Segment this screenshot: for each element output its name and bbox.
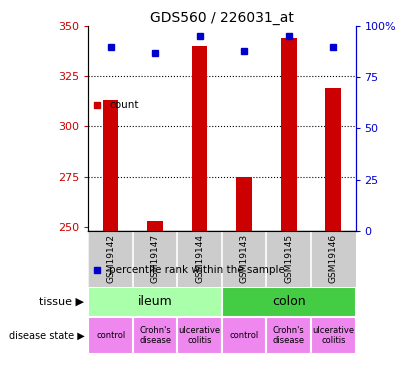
Bar (88, 287, 222, 317)
Text: tissue ▶: tissue ▶ (39, 297, 84, 307)
Title: GDS560 / 226031_at: GDS560 / 226031_at (150, 11, 294, 25)
Bar (326, 88, 341, 231)
Text: control: control (96, 331, 125, 340)
Text: ulcerative
colitis: ulcerative colitis (179, 326, 221, 345)
Bar (88, 317, 133, 354)
Bar (236, 177, 252, 231)
Text: disease state ▶: disease state ▶ (9, 331, 84, 340)
Bar (148, 220, 163, 231)
Text: ulcerative
colitis: ulcerative colitis (312, 326, 354, 345)
Text: control: control (230, 331, 259, 340)
Text: Crohn's
disease: Crohn's disease (272, 326, 305, 345)
Bar (266, 317, 311, 354)
Text: Crohn's
disease: Crohn's disease (139, 326, 171, 345)
Bar (222, 287, 356, 317)
Bar (103, 100, 118, 231)
Text: percentile rank within the sample: percentile rank within the sample (109, 265, 285, 275)
Bar (178, 317, 222, 354)
Text: GSM19147: GSM19147 (151, 234, 159, 284)
Text: ileum: ileum (138, 296, 173, 308)
Text: GSM19145: GSM19145 (284, 234, 293, 284)
Text: GSM19143: GSM19143 (240, 234, 249, 284)
Text: GSM19146: GSM19146 (329, 234, 338, 284)
Bar (311, 317, 356, 354)
Bar (222, 317, 266, 354)
Bar (281, 38, 296, 231)
Text: GSM19144: GSM19144 (195, 234, 204, 283)
Text: count: count (109, 100, 139, 110)
Bar (133, 317, 178, 354)
Text: colon: colon (272, 296, 305, 308)
Text: GSM19142: GSM19142 (106, 234, 115, 283)
Bar (192, 46, 208, 231)
